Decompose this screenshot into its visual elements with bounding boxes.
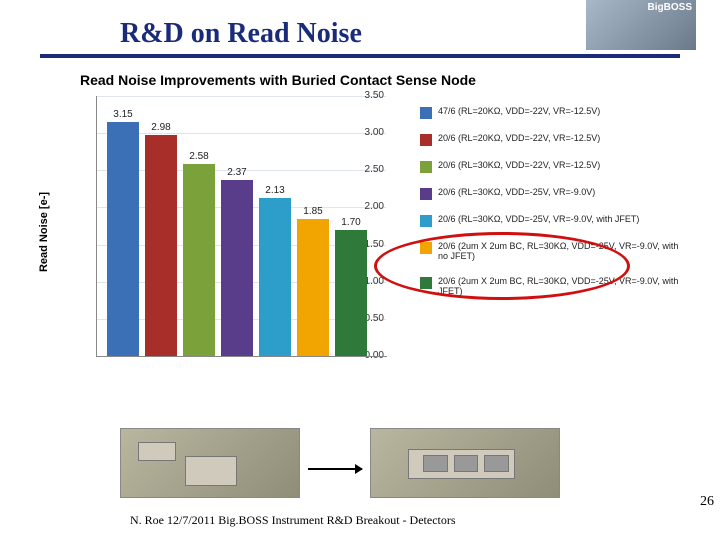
bigboss-logo: BigBOSS [586,0,696,50]
legend-swatch [420,188,432,200]
micrograph-left [120,428,300,498]
slide-root: R&D on Read Noise BigBOSS Read Noise Imp… [0,0,720,540]
title-underline [40,54,680,58]
arrow-icon [308,468,362,470]
legend-label: 20/6 (2um X 2um BC, RL=30KΩ, VDD=-25V, V… [438,276,680,297]
micrograph-right [370,428,560,498]
bar-value-label: 3.15 [107,109,139,120]
page-number: 26 [700,494,714,510]
bar-value-label: 1.70 [335,217,367,228]
read-noise-chart: Read Noise Improvements with Buried Cont… [40,72,680,432]
slide-title: R&D on Read Noise [120,18,362,49]
legend-label: 20/6 (RL=30KΩ, VDD=-25V, VR=-9.0V, with … [438,214,680,224]
slide-footer: N. Roe 12/7/2011 Big.BOSS Instrument R&D… [130,513,456,528]
bar [145,135,177,356]
bar-value-label: 2.37 [221,167,253,178]
bar [335,230,367,356]
legend-label: 20/6 (RL=30KΩ, VDD=-22V, VR=-12.5V) [438,160,680,170]
legend-item: 47/6 (RL=20KΩ, VDD=-22V, VR=-12.5V) [420,106,680,119]
logo-text: BigBOSS [586,2,692,13]
bar [183,164,215,356]
legend-swatch [420,134,432,146]
bar [259,198,291,356]
legend-swatch [420,277,432,289]
legend-swatch [420,107,432,119]
legend-swatch [420,215,432,227]
bar-value-label: 1.85 [297,206,329,217]
bar [297,219,329,356]
bar-value-label: 2.98 [145,122,177,133]
legend-label: 47/6 (RL=20KΩ, VDD=-22V, VR=-12.5V) [438,106,680,116]
legend-label: 20/6 (2um X 2um BC, RL=30KΩ, VDD=-25V, V… [438,241,680,262]
bar [221,180,253,356]
legend-label: 20/6 (RL=30KΩ, VDD=-25V, VR=-9.0V) [438,187,680,197]
legend-item: 20/6 (2um X 2um BC, RL=30KΩ, VDD=-25V, V… [420,241,680,262]
chart-title: Read Noise Improvements with Buried Cont… [80,72,680,88]
legend-item: 20/6 (RL=30KΩ, VDD=-22V, VR=-12.5V) [420,160,680,173]
bar [107,122,139,356]
bar-value-label: 2.58 [183,151,215,162]
y-axis-label: Read Noise [e-] [38,192,50,272]
chart-body: Read Noise [e-] 0.000.501.001.502.002.50… [40,96,680,416]
legend-item: 20/6 (2um X 2um BC, RL=30KΩ, VDD=-25V, V… [420,276,680,297]
bar-value-label: 2.13 [259,185,291,196]
legend-item: 20/6 (RL=30KΩ, VDD=-25V, VR=-9.0V, with … [420,214,680,227]
legend-item: 20/6 (RL=30KΩ, VDD=-25V, VR=-9.0V) [420,187,680,200]
plot-area: 3.15 2.98 2.58 2.37 2.13 1.85 1.70 [96,96,387,357]
legend-swatch [420,161,432,173]
legend-swatch [420,242,432,254]
legend-item: 20/6 (RL=20KΩ, VDD=-22V, VR=-12.5V) [420,133,680,146]
legend-label: 20/6 (RL=20KΩ, VDD=-22V, VR=-12.5V) [438,133,680,143]
legend: 47/6 (RL=20KΩ, VDD=-22V, VR=-12.5V) 20/6 … [420,106,680,310]
